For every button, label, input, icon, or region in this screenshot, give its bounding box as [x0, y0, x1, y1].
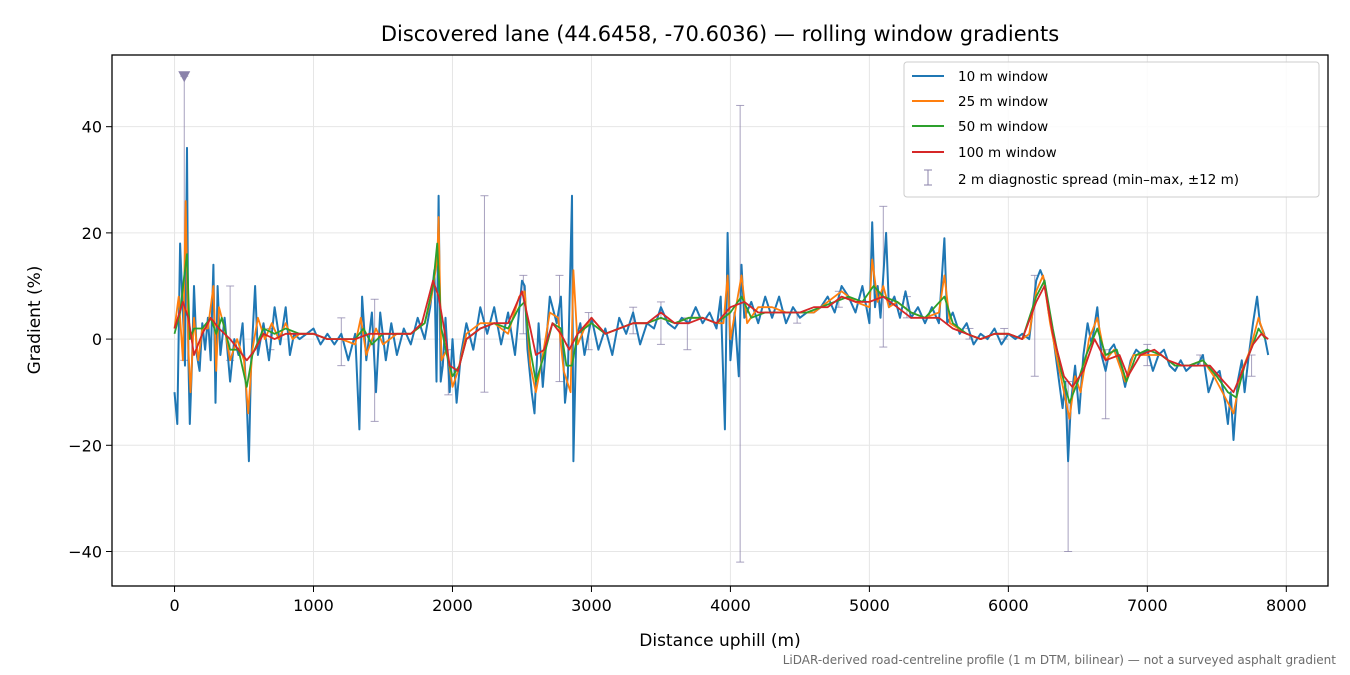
x-tick-label: 5000 — [849, 596, 890, 615]
y-tick-label: −20 — [68, 436, 102, 455]
legend-label-spread: 2 m diagnostic spread (min–max, ±12 m) — [958, 172, 1239, 188]
y-tick-label: 40 — [82, 118, 102, 137]
series-10m-window-line — [173, 146, 1270, 463]
legend-swatch-spread — [924, 169, 932, 186]
chart-title: Discovered lane (44.6458, -70.6036) — ro… — [381, 22, 1059, 46]
legend: 10 m window 25 m window 50 m window 100 … — [903, 61, 1320, 198]
spread-bar — [480, 195, 489, 393]
y-axis-label: Gradient (%) — [25, 266, 45, 375]
series-100m-window-line — [173, 279, 1269, 394]
y-tick-label: −40 — [68, 542, 102, 561]
x-tick-label: 8000 — [1266, 596, 1307, 615]
x-tick-label: 1000 — [293, 596, 334, 615]
spread-bar — [337, 317, 346, 367]
legend-label-25m: 25 m window — [958, 94, 1048, 110]
y-tick-label: 0 — [92, 330, 102, 349]
x-axis-label: Distance uphill (m) — [639, 631, 800, 651]
y-tick-label: 20 — [82, 224, 102, 243]
legend-box — [903, 61, 1320, 198]
x-tick-label: 4000 — [710, 596, 751, 615]
series-lines — [173, 146, 1270, 463]
x-tick-label: 6000 — [988, 596, 1029, 615]
legend-label-10m: 10 m window — [958, 69, 1048, 85]
legend-label-50m: 50 m window — [958, 119, 1048, 135]
peak-marker — [178, 71, 191, 83]
legend-label-100m: 100 m window — [958, 145, 1057, 161]
footnote: LiDAR-derived road-centreline profile (1… — [783, 653, 1337, 667]
x-tick-label: 0 — [169, 596, 179, 615]
x-tick-label: 3000 — [571, 596, 612, 615]
axis-ticks: 0 1000 2000 3000 4000 5000 6000 7000 8000 −40 −20 0… — [68, 118, 1306, 615]
plot-frame — [111, 54, 1329, 587]
marker-layer — [178, 71, 191, 83]
x-tick-label: 2000 — [432, 596, 473, 615]
x-tick-label: 7000 — [1127, 596, 1168, 615]
